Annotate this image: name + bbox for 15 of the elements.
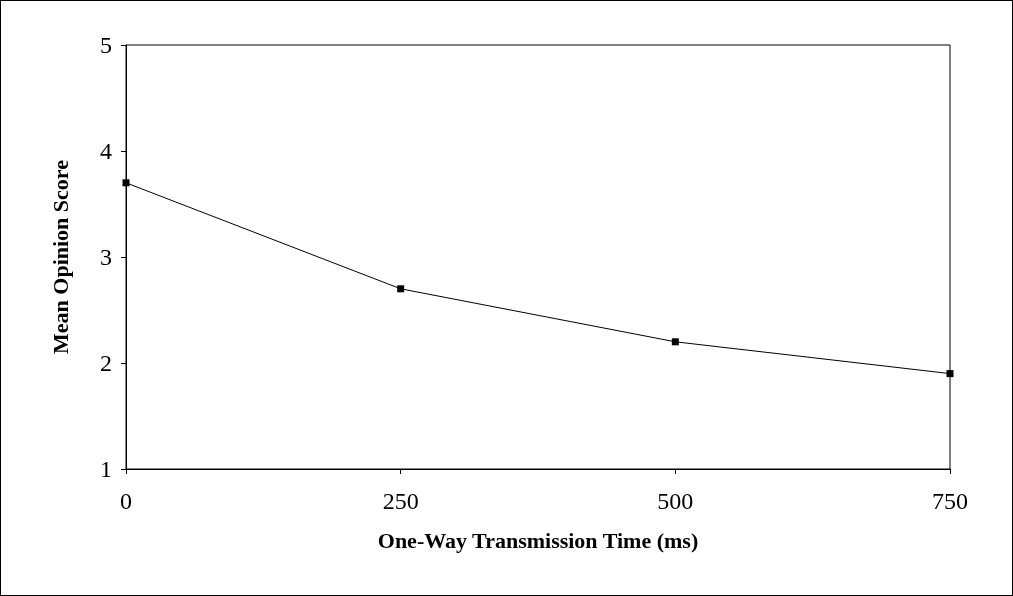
y-axis-title: Mean Opinion Score [47,159,73,354]
x-tick-label: 0 [120,488,132,514]
point [671,338,679,346]
x-axis-title: One-Way Transmission Time (ms) [377,527,699,553]
x-tick-label: 250 [382,488,419,514]
point [122,179,130,187]
y-tick-label: 1 [100,456,112,482]
y-tick-label: 5 [100,32,112,58]
point [946,370,954,378]
y-tick-label: 2 [100,350,112,376]
point [397,285,405,293]
y-tick-label: 3 [100,244,112,270]
x-tick-label: 500 [657,488,694,514]
x-tick-label: 750 [932,488,968,514]
y-tick-label: 4 [100,138,112,164]
